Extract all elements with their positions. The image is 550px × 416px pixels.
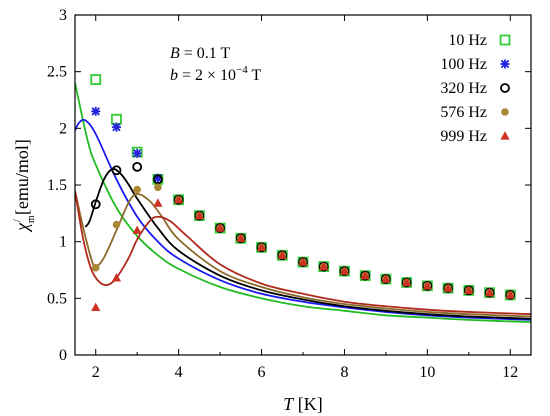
data-point <box>112 220 121 229</box>
data-point <box>174 194 184 204</box>
y-tick-label: 0.5 <box>47 290 67 307</box>
x-tick-label: 6 <box>258 364 266 381</box>
series-320-hz <box>90 161 516 300</box>
fit-curve-999-hz <box>75 190 531 316</box>
data-point <box>298 257 308 266</box>
y-tick-label: 3 <box>59 7 67 24</box>
y-tick-label: 2 <box>59 120 67 137</box>
series-999-hz <box>91 194 515 311</box>
annotation-field: B = 0.1 T <box>170 45 231 62</box>
data-point <box>153 174 163 185</box>
data-point <box>132 161 143 172</box>
legend-label: 320 Hz <box>440 80 487 97</box>
data-point <box>422 281 432 290</box>
annotation-amplitude: b = 2 × 10−4 T <box>170 64 261 84</box>
data-point <box>256 242 267 251</box>
y-tick-label: 1 <box>59 234 67 251</box>
data-point <box>90 74 102 85</box>
data-point <box>277 250 287 259</box>
data-point <box>236 233 246 242</box>
data-point <box>91 302 101 311</box>
legend-marker <box>500 83 510 93</box>
x-tick-label: 10 <box>419 364 435 381</box>
y-tick-label: 2.5 <box>47 64 67 81</box>
data-point <box>90 199 101 210</box>
x-tick-label: 2 <box>92 364 100 381</box>
fit-curve-320-hz <box>84 168 531 320</box>
legend-label: 100 Hz <box>440 56 487 73</box>
data-point <box>91 263 100 272</box>
legend-marker <box>500 131 510 140</box>
legend-marker <box>500 59 510 69</box>
data-point <box>505 290 515 299</box>
data-point <box>111 273 122 282</box>
data-point <box>91 106 101 116</box>
data-point <box>154 183 162 192</box>
data-point <box>132 225 142 234</box>
x-tick-label: 8 <box>340 364 348 381</box>
x-axis-title: T [K] <box>283 394 323 414</box>
data-point <box>133 185 141 194</box>
data-point <box>464 285 474 294</box>
x-axis: 2 4 6 8 10 12 <box>92 15 518 381</box>
data-point <box>339 266 350 275</box>
fit-curve-576-hz <box>75 190 531 318</box>
legend-label: 999 Hz <box>440 128 487 145</box>
data-point <box>111 165 122 176</box>
legend-marker <box>501 108 509 116</box>
series-576-hz <box>91 183 515 299</box>
data-point <box>443 283 453 292</box>
data-points <box>90 74 516 311</box>
legend-marker <box>499 34 511 46</box>
x-tick-label: 12 <box>502 364 518 381</box>
y-axis-title: χm/[emu/mol] <box>11 139 37 233</box>
legend-label: 10 Hz <box>448 32 487 49</box>
data-point <box>402 277 412 287</box>
fit-curve-100-hz <box>75 118 531 321</box>
data-point <box>111 113 122 125</box>
y-axis: 0 0.5 1 1.5 2 2.5 3 <box>47 7 531 364</box>
data-point <box>111 122 121 132</box>
y-tick-label: 1.5 <box>47 177 67 194</box>
data-point <box>484 287 495 297</box>
data-point <box>132 148 142 158</box>
data-point <box>194 210 204 220</box>
y-tick-label: 0 <box>59 347 67 364</box>
data-point <box>360 270 370 280</box>
data-point <box>153 198 163 207</box>
data-point <box>215 223 225 232</box>
legend-label: 576 Hz <box>440 104 487 121</box>
fit-curve-10-hz <box>75 82 531 324</box>
data-point <box>319 261 329 271</box>
x-tick-label: 4 <box>175 364 183 381</box>
data-point <box>381 274 391 283</box>
legend: 10 Hz 100 Hz 320 Hz 576 Hz 999 Hz <box>440 32 511 145</box>
